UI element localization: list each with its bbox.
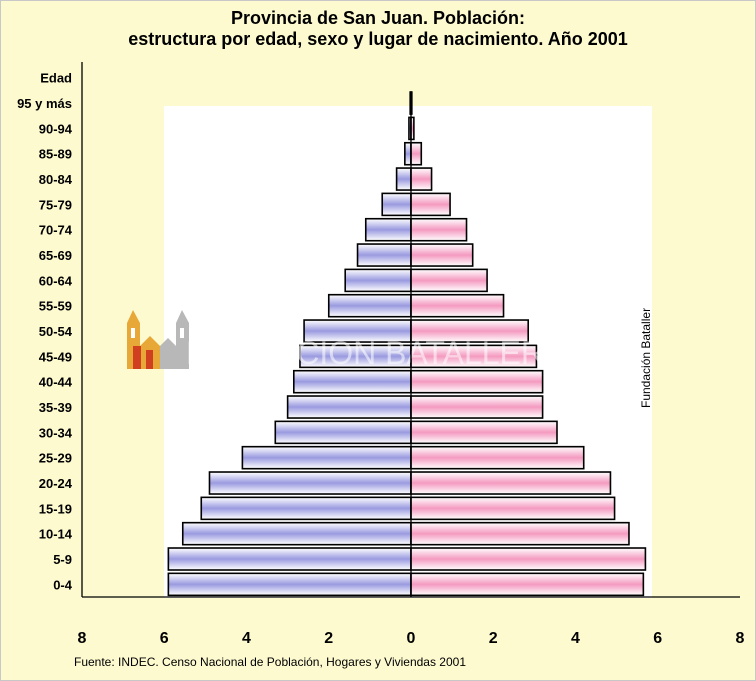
age-label: 15-19 — [39, 501, 72, 516]
male-bar — [167, 572, 412, 597]
age-label: 45-49 — [39, 349, 72, 364]
church-logo — [127, 310, 189, 369]
age-label: 90-94 — [39, 121, 73, 136]
x-tick-label: 2 — [324, 630, 333, 647]
x-tick-label: 2 — [489, 630, 498, 647]
female-bar — [410, 268, 488, 293]
age-label: 40-44 — [39, 375, 73, 390]
female-bar — [410, 141, 423, 166]
x-tick-label: 6 — [653, 630, 662, 647]
age-labels: 0-4 5-9 10-14 15-19 20-24 25-29 30-34 35-39 40-4… — [17, 71, 73, 593]
female-bar — [410, 243, 474, 267]
female-bar — [410, 471, 612, 495]
age-label: 25-29 — [39, 451, 72, 466]
age-label: 50-54 — [39, 324, 73, 339]
age-label: 80-84 — [39, 172, 73, 187]
side-label: Fundación Bataller — [639, 308, 653, 408]
age-label: 35-39 — [39, 400, 72, 415]
male-bar — [356, 243, 412, 267]
x-tick-label: 4 — [242, 630, 251, 647]
female-bar — [410, 395, 544, 419]
x-tick-label: 4 — [571, 630, 580, 647]
age-label: 10-14 — [39, 527, 73, 542]
female-bar — [410, 293, 505, 318]
male-bar — [167, 547, 412, 571]
female-bar — [410, 192, 451, 217]
male-bar — [404, 141, 412, 166]
age-label: 95 y más — [17, 96, 72, 111]
male-bar — [292, 369, 412, 394]
age-label: 70-74 — [39, 223, 73, 238]
x-tick-label: 0 — [407, 630, 416, 647]
source-note: Fuente: INDEC. Censo Nacional de Poblaci… — [74, 655, 467, 669]
age-label: 30-34 — [39, 425, 73, 440]
age-label: 75-79 — [39, 197, 72, 212]
male-bar — [381, 192, 412, 217]
male-bar — [241, 445, 412, 470]
age-label: 20-24 — [39, 476, 73, 491]
male-bar — [395, 167, 412, 191]
male-bar — [286, 395, 412, 419]
female-bar — [410, 217, 468, 242]
age-label: 60-64 — [39, 273, 73, 288]
watermark-text: FUNDACION BATALLER — [186, 335, 544, 371]
chart-title: Provincia de San Juan. Población: estruc… — [0, 8, 756, 50]
age-label: 5-9 — [53, 552, 72, 567]
female-bar — [410, 572, 645, 597]
female-bar — [410, 547, 647, 571]
x-tick-label: 6 — [160, 630, 169, 647]
y-axis-title: Edad — [40, 71, 72, 86]
age-label: 85-89 — [39, 147, 72, 162]
male-bar — [327, 293, 412, 318]
male-bar — [344, 268, 412, 293]
male-bar — [364, 217, 412, 242]
male-bar — [274, 420, 412, 445]
age-label: 65-69 — [39, 248, 72, 263]
chart-title-line-2: estructura por edad, sexo y lugar de nac… — [128, 29, 628, 49]
female-bar — [410, 420, 558, 445]
female-bar — [410, 167, 433, 191]
male-bar — [208, 471, 412, 495]
age-label: 55-59 — [39, 299, 72, 314]
female-bar — [410, 369, 544, 394]
female-bar — [410, 496, 616, 521]
male-bar — [200, 496, 412, 521]
chart-title-line-1: Provincia de San Juan. Población: — [230, 8, 526, 28]
female-bar — [410, 521, 630, 546]
age-label: 0-4 — [53, 577, 73, 592]
male-bar — [181, 521, 412, 546]
x-tick-labels: 8 6 4 2 0 2 4 6 8 — [78, 630, 745, 647]
female-bar — [410, 445, 585, 470]
x-tick-label: 8 — [78, 630, 87, 647]
pyramid-bars — [167, 91, 647, 597]
x-tick-label: 8 — [736, 630, 745, 647]
